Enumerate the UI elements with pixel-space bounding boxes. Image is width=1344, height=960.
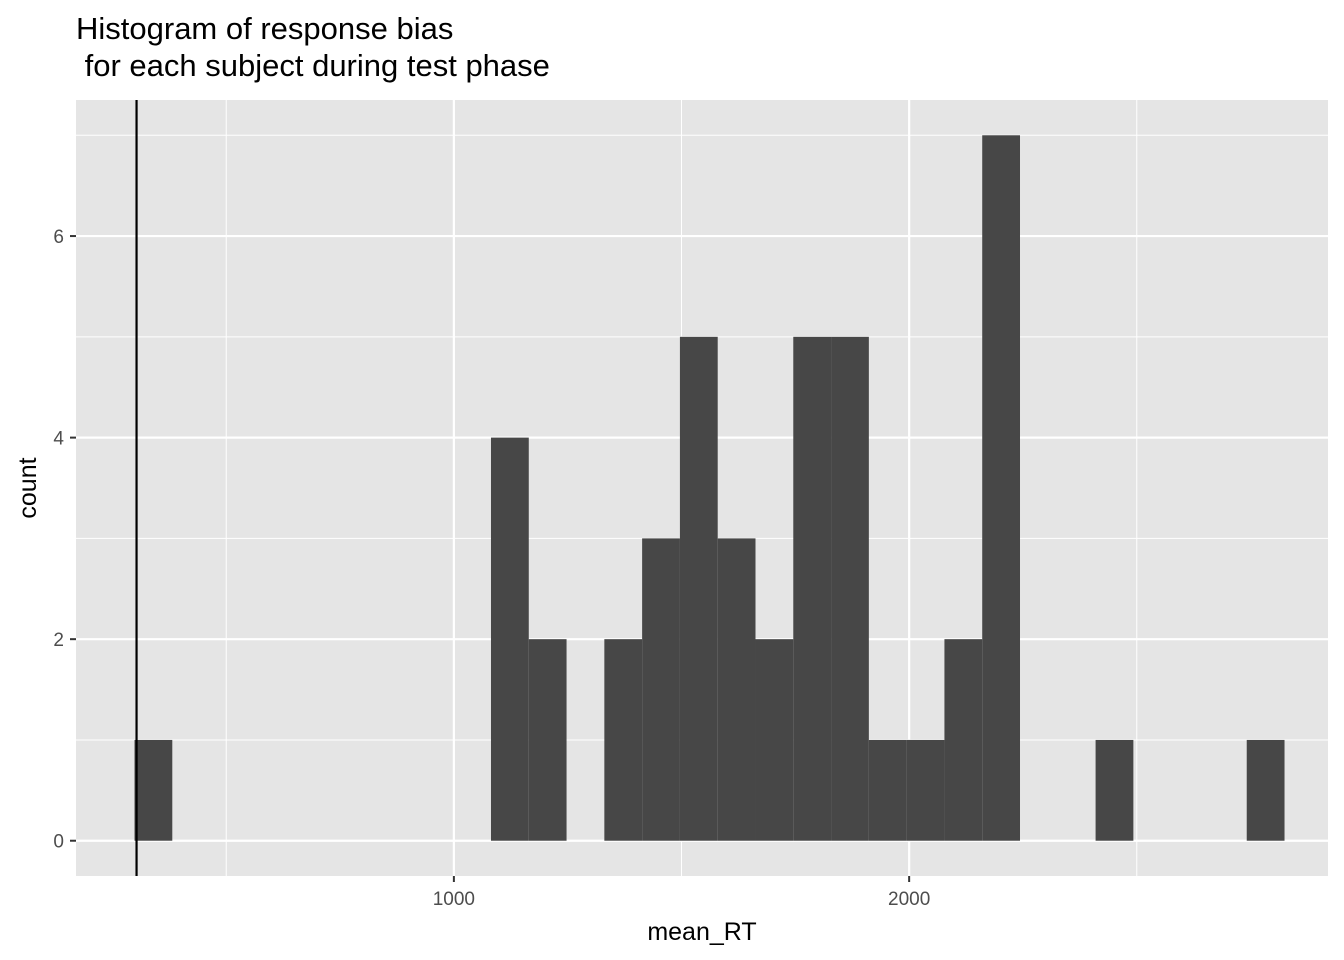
- x-tick-label: 1000: [433, 889, 475, 910]
- histogram-bar: [490, 437, 529, 841]
- histogram-bar: [944, 639, 983, 841]
- histogram-bar: [982, 135, 1021, 841]
- axes: 1000 2000 0 2 4 6: [53, 227, 930, 910]
- histogram-bar: [528, 639, 567, 841]
- histogram-bar: [1095, 739, 1134, 841]
- histogram-bar: [679, 336, 718, 841]
- histogram-bar: [793, 336, 832, 841]
- histogram-bar: [831, 336, 869, 841]
- x-axis-title: mean_RT: [647, 918, 756, 946]
- histogram-bar: [1246, 739, 1285, 841]
- chart-title-line1: Histogram of response bias: [76, 11, 454, 46]
- x-tick-label: 2000: [888, 889, 930, 910]
- y-tick-label: 2: [53, 630, 64, 651]
- y-tick-label: 0: [53, 832, 64, 853]
- chart-title-line2: for each subject during test phase: [76, 48, 550, 83]
- y-tick-label: 4: [53, 429, 64, 450]
- histogram-bar: [134, 739, 173, 841]
- chart-title: Histogram of response bias for each subj…: [76, 10, 550, 84]
- histogram-bars: [134, 135, 1285, 841]
- histogram-bar: [717, 538, 756, 841]
- histogram-bar: [642, 538, 680, 841]
- histogram-bar: [755, 639, 794, 841]
- histogram-bar: [868, 739, 907, 841]
- y-axis-title: count: [14, 457, 42, 518]
- y-tick-label: 6: [53, 227, 64, 248]
- histogram-bar: [604, 639, 643, 841]
- histogram-bar: [906, 739, 945, 841]
